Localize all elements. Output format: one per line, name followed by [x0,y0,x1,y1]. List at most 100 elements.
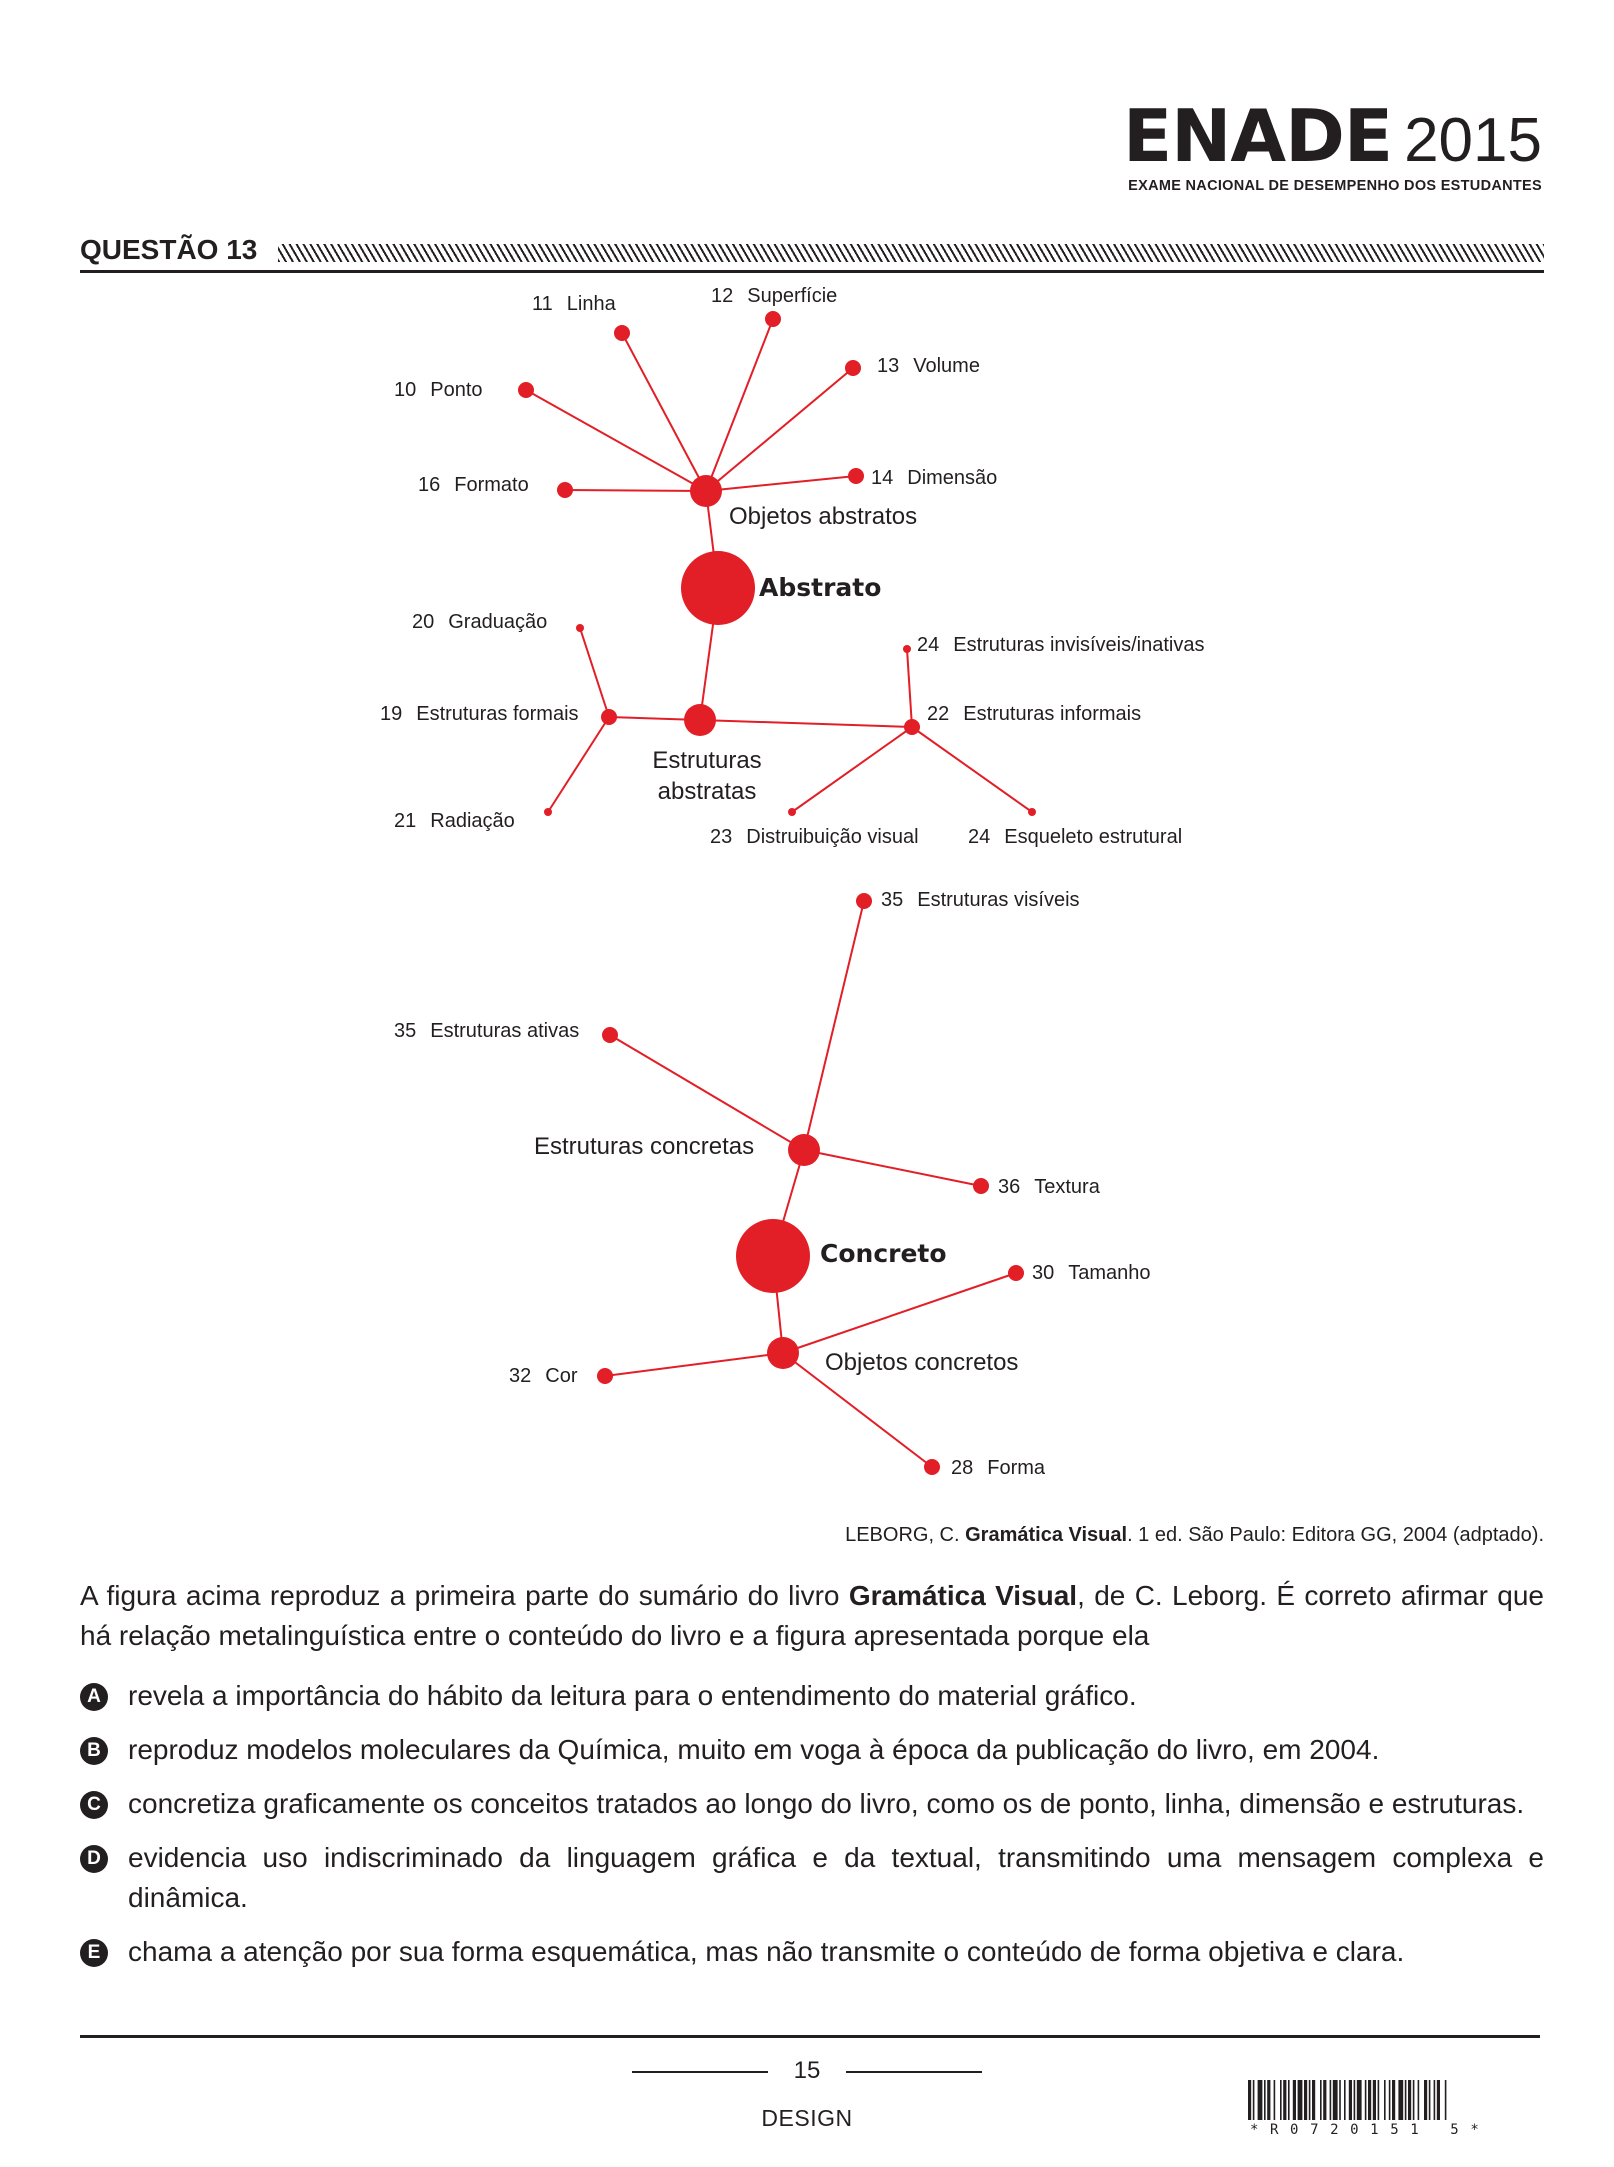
barcode-bar [1344,2080,1346,2120]
node-label-24-invisiveis: 24 Estruturas invisíveis/inativas [917,634,1204,656]
question-title: QUESTÃO 13 [80,234,272,266]
barcode-bar [1417,2080,1420,2120]
node-label-35-visiveis: 35 Estruturas visíveis [881,889,1080,911]
option-letter-d: D [80,1845,108,1873]
edge-estabs-n22 [699,719,913,728]
page-number-left-line [631,2070,768,2073]
barcode-text: *R0720151 5* [1250,2122,1491,2138]
node-label-30: 30 Tamanho [1032,1262,1151,1284]
node-dot-n19 [601,709,617,725]
diagram-nodes [518,311,1036,1475]
barcode-bar [1444,2080,1447,2120]
edge-n22-n24a [906,648,913,728]
edge-objabs-n13 [705,367,854,492]
page-number-right-line [846,2070,983,2073]
main-label-abstrato: Abstrato [759,573,881,602]
option-text-a: revela a importância do hábito da leitur… [128,1680,1137,1711]
option-letter-a: A [80,1683,108,1711]
barcode-bar [1308,2080,1311,2120]
node-label-16: 16 Formato [418,474,529,496]
node-dot-n35b [602,1027,618,1043]
main-label-concreto: Concreto [820,1239,947,1268]
node-label-22: 22 Estruturas informais [927,703,1141,725]
edge-n19-n21 [547,716,610,813]
logo-name: ENADE [1122,94,1393,178]
diagram-labels: 11 Linha 12 Superfície 13 Volume 10 Ponto 16… [380,285,1204,1479]
logo-subtitle: EXAME NACIONAL DE DESEMPENHO DOS ESTUDAN… [1128,178,1542,194]
node-dot-n10 [518,382,534,398]
edge-estconc-n35b [609,1034,805,1151]
edge-estconc-n36 [803,1149,982,1187]
node-label-20: 20 Graduação [412,611,547,633]
barcode-bar [1320,2080,1322,2120]
node-dot-n24a [903,645,911,653]
barcode-bar [1297,2080,1303,2120]
node-dot-n32 [597,1368,613,1384]
node-label-35-ativas: 35 Estruturas ativas [394,1020,579,1042]
stem-text-1: A figura acima reproduz a primeira parte… [80,1580,849,1611]
footer-rule [80,2035,1540,2038]
option-text-c: concretiza graficamente os conceitos tra… [128,1788,1525,1819]
node-label-11: 11 Linha [532,293,617,315]
barcode-bar [1339,2080,1341,2120]
node-label-19: 19 Estruturas formais [380,703,579,725]
option-text-e: chama a atenção por sua forma esquemátic… [128,1936,1405,1967]
edge-objabs-n11 [621,332,707,492]
node-dot-n24b [1028,808,1036,816]
citation-author: LEBORG, C. [845,1524,966,1546]
edge-n19-n20 [579,627,610,718]
edge-objconc-n28 [782,1352,933,1468]
option-letter-b: B [80,1737,108,1765]
node-label-13: 13 Volume [877,355,980,377]
barcode-bar [1288,2080,1290,2120]
node-dot-n12 [765,311,781,327]
node-dot-n22 [904,719,920,735]
node-dot-n16 [557,482,573,498]
node-dot-n20 [576,624,584,632]
book-contents-diagram: 11 Linha 12 Superfície 13 Volume 10 Ponto 16… [380,285,1204,1479]
node-dot-abstrato [681,551,755,625]
barcode-bar [1392,2080,1396,2120]
edge-n22-n23 [791,726,913,813]
barcode-bar [1248,2080,1252,2120]
enade-logo: ENADE 2015 EXAME NACIONAL DE DESEMPENHO D… [1123,100,1542,194]
node-label-23: 23 Distruibuição visual [710,826,919,848]
hub-label-estruturas-abstratas-line1: Estruturas [652,747,761,774]
stem-text-2: , de C. Leborg. É correto afirmar que há… [80,1580,1544,1651]
node-dot-estconc [788,1134,820,1166]
barcode-bar [1257,2080,1263,2120]
edge-objabs-n10 [525,389,707,492]
barcode-bar [1332,2080,1338,2120]
edge-objconc-n30 [782,1272,1017,1354]
citation: LEBORG, C. Gramática Visual. 1 ed. São P… [845,1524,1544,1547]
barcode-bar [1348,2080,1352,2120]
node-label-10: 10 Ponto [394,379,483,401]
barcode-bar [1353,2080,1356,2120]
node-dot-n23 [788,808,796,816]
question-header: QUESTÃO 13 [80,232,1544,273]
barcode-bar [1329,2080,1332,2120]
node-dot-n30 [1008,1265,1024,1281]
barcode-bar [1364,2080,1367,2120]
hub-label-estruturas-abstratas-line2: abstratas [658,778,757,805]
node-dot-n11 [614,325,630,341]
option-letter-e: E [80,1939,108,1967]
stem-book-title: Gramática Visual [848,1580,1078,1611]
barcode-bar [1388,2080,1391,2120]
node-dot-concreto [736,1219,810,1293]
course-name: DESIGN [761,2105,853,2131]
barcode-bar [1267,2080,1271,2120]
node-dot-n28 [924,1459,940,1475]
barcode-bar [1368,2080,1372,2120]
option-text-b: reproduz modelos moleculares da Química,… [128,1734,1380,1765]
page-number-text: 15 [793,2057,821,2084]
barcode-bar [1356,2080,1362,2120]
barcode-bar [1384,2080,1386,2120]
edge-estconc-n35a [803,900,865,1151]
node-dot-n36 [973,1178,989,1194]
